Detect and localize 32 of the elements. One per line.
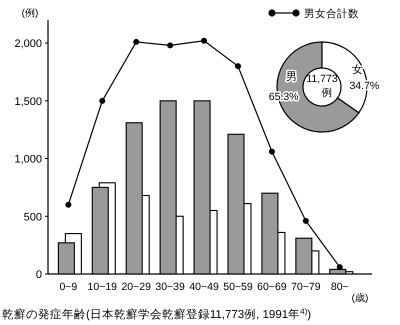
legend: 男女合計数 [268,8,359,20]
x-tick-label: 10~19 [88,281,118,293]
x-tick-label: 20~29 [121,281,152,293]
y-tick-label: 2,000 [14,38,42,50]
point [234,63,241,70]
annotation: 11,773 [306,73,338,85]
x-tick-label: 0~9 [59,281,78,293]
y-tick-label: 1,500 [14,96,42,108]
x-tick-label: 60~69 [257,281,287,293]
text: 乾癬の発症年齢(日本乾癬学会乾癬登録11,773例, 1991年$^{4)}$) [2,306,312,321]
point [336,264,343,270]
x-axis-title: (歳) [352,292,368,304]
annotation: 例 [322,87,332,99]
y-tick-label: 1,000 [14,154,42,166]
x-tick-label: 50~59 [223,281,253,293]
y-tick-label: 500 [24,211,42,224]
x-tick-label: 80~ [330,281,349,293]
x-tick-label: 40~49 [189,281,219,293]
point [65,202,72,208]
point [201,38,208,44]
y-tick-label: 0 [36,269,42,281]
slice-label: 男 [286,70,298,83]
point [99,98,106,104]
point [133,38,140,45]
point [167,42,174,48]
point [302,218,309,224]
slice-label: 女 [352,64,363,76]
point [268,148,275,155]
legend-label: 男女合計数 [304,7,359,20]
x-tick-label: 30~39 [155,281,186,293]
x-tick-label: 70~79 [291,281,321,293]
y-axis-title: (例) [22,8,38,19]
